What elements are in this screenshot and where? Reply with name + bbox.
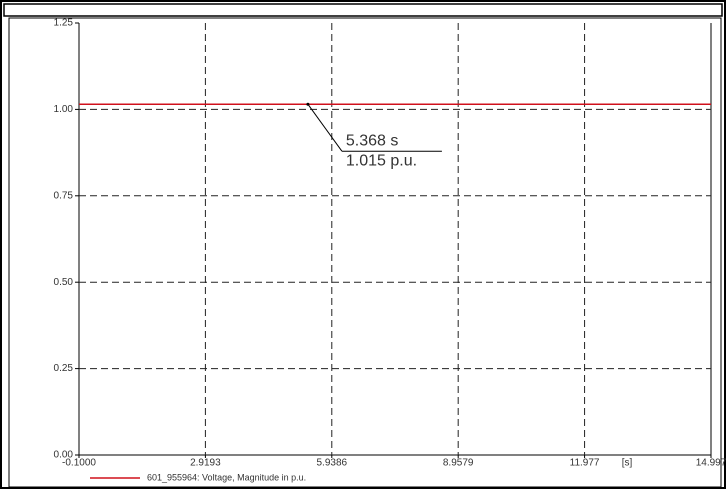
x-tick-label: 14.997 [696,458,726,469]
x-tick-label: 5.9386 [316,458,347,469]
y-tick-label: 1.00 [54,104,74,115]
x-tick-label: -0.1000 [62,458,96,469]
x-axis-label: [s] [622,458,633,469]
x-tick-label: 2.9193 [190,458,221,469]
annotation-x-label: 5.368 s [346,132,398,149]
annotation-leader [307,103,343,152]
plot-frame [8,17,722,488]
y-tick-label: 0.50 [54,277,74,288]
y-tick-label: 0.00 [54,450,74,461]
y-tick-label: 0.25 [54,363,74,374]
x-tick-label: 8.9579 [443,458,474,469]
legend-label: 601_955964: Voltage, Magnitude in p.u. [147,472,306,482]
y-tick-label: 1.25 [54,18,74,29]
y-tick-label: 0.75 [54,190,74,201]
top-bar [3,3,723,17]
x-tick-label: 11.977 [570,458,600,469]
annotation-y-label: 1.015 p.u. [346,152,417,169]
